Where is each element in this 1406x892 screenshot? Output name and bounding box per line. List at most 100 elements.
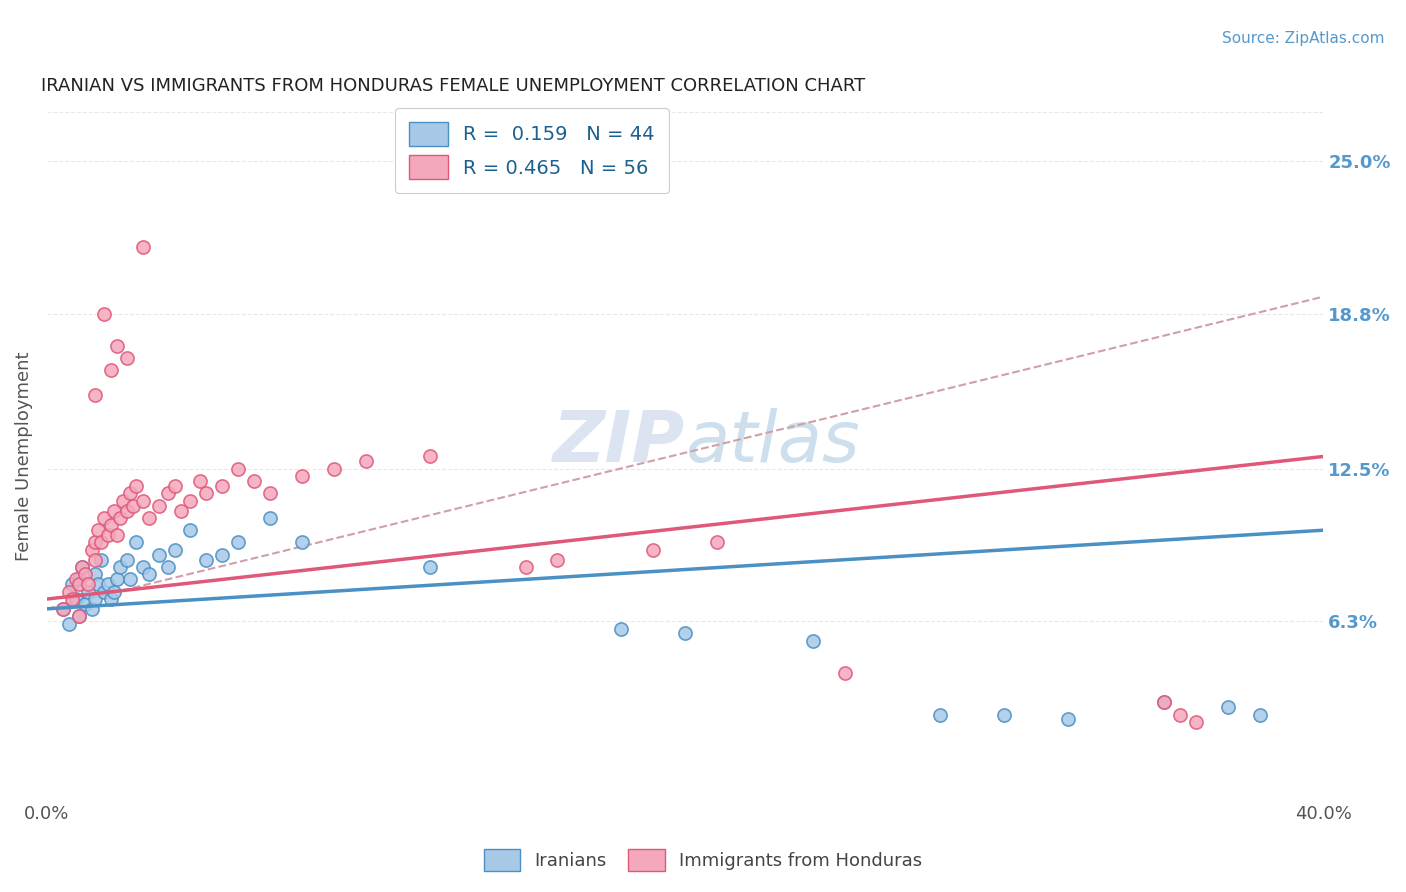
Point [148,499,170,513]
Point [211,548,233,562]
Point [148,548,170,562]
Point [52,602,75,616]
Point [103,503,125,517]
Point [75,597,97,611]
Point [115,552,138,566]
Point [170,503,193,517]
Point [93,584,115,599]
Point [419,560,441,574]
Point [122,499,145,513]
Point [131,240,153,254]
Point [112,493,135,508]
Point [65,573,87,587]
Point [103,584,125,599]
Point [105,339,128,353]
Point [67,573,90,587]
Text: ZIP: ZIP [553,409,685,477]
Point [58,584,80,599]
Point [195,552,218,566]
Point [138,511,160,525]
Point [179,493,201,508]
Point [131,493,153,508]
Point [80,602,103,616]
Point [138,567,160,582]
Point [77,577,100,591]
Y-axis label: Female Unemployment: Female Unemployment [15,351,32,561]
Point [52,602,75,616]
Point [118,573,141,587]
Legend: Iranians, Immigrants from Honduras: Iranians, Immigrants from Honduras [477,842,929,879]
Text: IRANIAN VS IMMIGRANTS FROM HONDURAS FEMALE UNEMPLOYMENT CORRELATION CHART: IRANIAN VS IMMIGRANTS FROM HONDURAS FEMA… [41,78,865,95]
Point [291,469,314,483]
Point [90,535,112,549]
Point [801,633,824,648]
Point [67,609,90,624]
Point [96,528,118,542]
Point [67,609,90,624]
Point [125,535,148,549]
Point [195,486,218,500]
Point [419,450,441,464]
Point [547,552,569,566]
Point [70,560,93,574]
Point [125,479,148,493]
Point [58,616,80,631]
Point [188,474,211,488]
Point [706,535,728,549]
Point [105,528,128,542]
Point [1057,713,1080,727]
Point [77,584,100,599]
Point [70,560,93,574]
Point [157,486,180,500]
Point [83,592,105,607]
Point [110,560,132,574]
Point [80,542,103,557]
Point [83,535,105,549]
Point [115,503,138,517]
Point [100,518,122,533]
Point [87,577,110,591]
Point [673,626,696,640]
Point [834,665,856,680]
Point [1184,714,1206,729]
Point [1168,707,1191,722]
Point [105,573,128,587]
Point [75,567,97,582]
Point [67,577,90,591]
Point [929,707,952,722]
Point [259,486,281,500]
Point [610,622,633,636]
Point [643,542,665,557]
Point [118,486,141,500]
Point [65,592,87,607]
Point [228,535,250,549]
Point [163,479,186,493]
Point [1153,695,1175,709]
Point [83,567,105,582]
Point [1249,707,1271,722]
Point [131,560,153,574]
Point [62,592,84,607]
Point [515,560,537,574]
Point [1153,695,1175,709]
Point [228,461,250,475]
Legend: R =  0.159   N = 44, R = 0.465   N = 56: R = 0.159 N = 44, R = 0.465 N = 56 [395,108,668,193]
Point [110,511,132,525]
Point [163,542,186,557]
Point [93,511,115,525]
Point [87,523,110,537]
Point [211,479,233,493]
Point [100,363,122,377]
Point [259,511,281,525]
Point [62,577,84,591]
Point [323,461,346,475]
Point [179,523,201,537]
Point [100,592,122,607]
Point [115,351,138,365]
Point [354,454,377,468]
Point [243,474,266,488]
Point [93,307,115,321]
Point [96,577,118,591]
Point [1216,700,1239,714]
Text: Source: ZipAtlas.com: Source: ZipAtlas.com [1222,31,1385,46]
